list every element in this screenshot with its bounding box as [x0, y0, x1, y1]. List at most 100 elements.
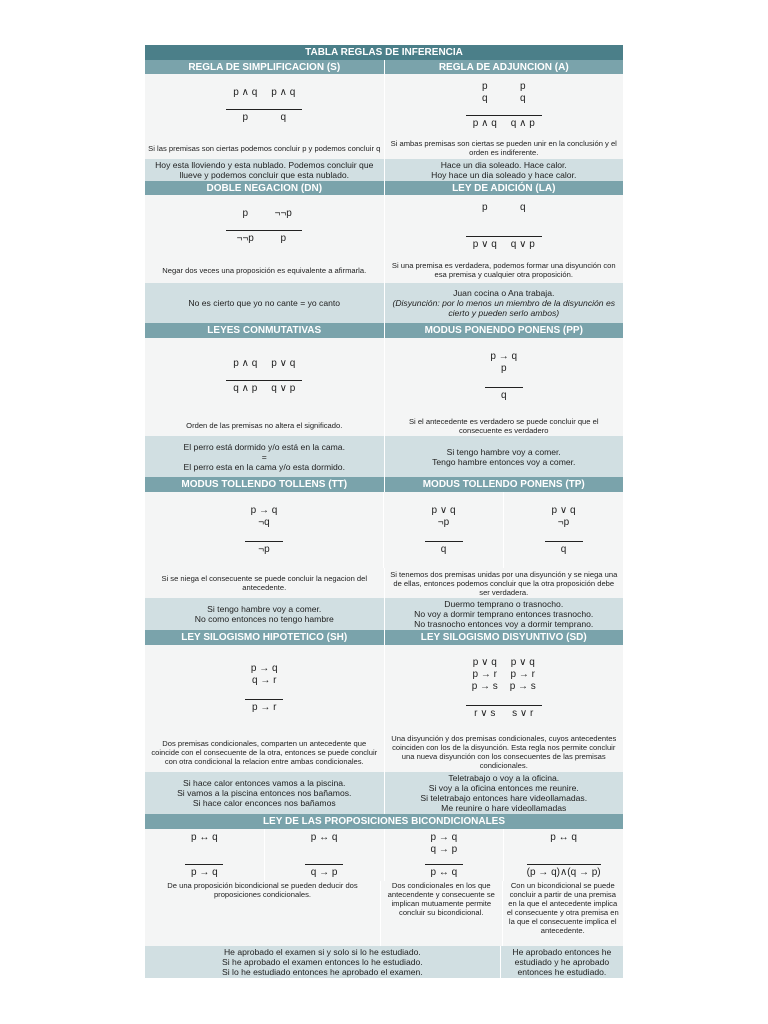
section-header-bi: LEY DE LAS PROPOSICIONES BICONDICIONALES [145, 814, 623, 829]
premise: p → s [509, 681, 536, 692]
example-line: Me reunire o hare videollamadas [441, 803, 567, 813]
conclusion: q ∧ p [503, 115, 542, 130]
inference-formula: p ∧ q q ∧ p [226, 358, 265, 395]
premise: p ∧ q [233, 87, 258, 98]
example-line: = [261, 451, 267, 462]
premise: p [481, 81, 488, 92]
formula-cell: p ↔ q p → q [145, 829, 264, 881]
section-title: REGLA DE ADJUNCION (A) [438, 61, 569, 73]
premise: p → s [471, 681, 498, 692]
example: Hace un dia soleado. Hace calor. Hoy hace… [383, 159, 623, 181]
section-title: MODUS PONENDO PONENS (PP) [424, 325, 583, 336]
conclusion: ¬p [245, 540, 283, 556]
inference-formula: p p ∨ q [465, 201, 504, 251]
conclusion: p → r [245, 699, 284, 714]
example-line: Si lo he estudiado entonces he aprobado … [222, 967, 423, 977]
premise: p → q [430, 831, 458, 843]
conclusion: p ∧ q [465, 115, 504, 130]
section-header-tp: MODUS TOLLENDO PONENS (TP) [383, 477, 623, 492]
conclusion: p [264, 229, 303, 245]
inference-formula: p ∧ q p [226, 87, 265, 124]
inference-formula: p ↔ q (p → q)∧(q → p) [526, 832, 601, 879]
formula-cell: p ¬¬p ¬¬p p [145, 195, 384, 257]
section-title: LEY DE ADICIÓN (LA) [452, 182, 556, 194]
inference-formula: p ∨ q ¬p q [544, 504, 583, 556]
inference-formula: p ∨ q ¬p q [424, 504, 463, 556]
description: Dos condicionales en los que antecendent… [387, 881, 495, 917]
premise: ¬p [557, 516, 570, 528]
example-line: He aprobado el examen si y solo si lo he… [223, 947, 421, 957]
description: Negar dos veces una proposición es equiv… [162, 265, 367, 275]
conclusion: q [264, 109, 303, 124]
premise: p ∨ q [551, 504, 576, 516]
premise: p ∧ q [271, 87, 296, 98]
description: Si las premisas son ciertas podemos conc… [148, 143, 381, 153]
example-line: Juan cocina o Ana trabaja. [453, 288, 555, 298]
conclusion: q [484, 387, 523, 402]
description: Con un bicondicional se puede concluir a… [501, 881, 623, 946]
formula-cell: p ∨ q ¬p q [503, 492, 623, 568]
example-line: Hace un dia soleado. Hace calor. [440, 160, 567, 170]
formula-cell: p ∧ q p p ∧ q q [145, 74, 384, 137]
example-line: Si teletrabajo entonces hare videollamad… [420, 793, 588, 803]
example-line: Si tengo hambre voy a comer. [446, 446, 561, 457]
description: Si las premisas son ciertas podemos conc… [145, 137, 384, 159]
example: Si tengo hambre voy a comer. Tengo hambre… [383, 436, 623, 477]
example-line: Tengo hambre entonces voy a comer. [432, 456, 576, 467]
example-line: He aprobado entonces he estudiado y he a… [512, 947, 612, 977]
conclusion: p ↔ q [424, 863, 463, 879]
description: Orden de las premisas no altera el signi… [145, 415, 384, 436]
description: Si el antecedente es verdadero se puede … [408, 416, 599, 435]
premise: q → r [252, 675, 277, 686]
formula-cell: p ∧ q q ∧ p p ∨ q q ∨ p [145, 338, 384, 415]
section-title: LEY DE LAS PROPOSICIONES BICONDICIONALES [262, 816, 506, 827]
example-line: El perro está dormido y/o está en la cam… [183, 441, 345, 452]
premise: p ∨ q [271, 358, 296, 369]
description: Si se niega el consecuente se puede conc… [145, 568, 384, 598]
description: Si tenemos dos premisas unidas por una d… [383, 568, 623, 598]
description: Dos premisas condicionales, comparten un… [151, 738, 378, 766]
section-title: LEYES CONMUTATIVAS [207, 325, 322, 336]
example: El perro está dormido y/o está en la cam… [145, 436, 384, 477]
example: Teletrabajo o voy a la oficina. Si voy a … [383, 772, 623, 814]
example: Duermo temprano o trasnocho. No voy a dor… [383, 598, 623, 630]
section-header-tt: MODUS TOLLENDO TOLLENS (TT) [145, 477, 384, 492]
premise: p [481, 201, 488, 213]
example-line: No como entonces no tengo hambre [194, 614, 334, 624]
conclusion: p [226, 109, 265, 124]
formula-cell: p p ∨ q q q ∨ p [383, 195, 623, 257]
description: Si se niega el consecuente se puede conc… [161, 574, 368, 592]
conclusion: q [544, 540, 583, 556]
formula-cell: p ∨ q ¬p q [383, 492, 503, 568]
example: Si tengo hambre voy a comer. No como ento… [145, 598, 384, 630]
example: He aprobado el examen si y solo si lo he… [145, 946, 500, 978]
inference-formula: p ∧ q q [264, 87, 303, 124]
example-line: Si hace calor enconces nos bañamos [192, 798, 336, 808]
premise: ¬q [258, 516, 270, 528]
conclusion: s ∨ r [503, 705, 542, 720]
section-header-dn: DOBLE NEGACION (DN) [145, 181, 384, 195]
example-line: Hoy esta lloviendo y esta nublado. Podem… [155, 160, 374, 180]
inference-formula: ¬¬p p [264, 208, 303, 245]
section-header-sh: LEY SILOGISMO HIPOTETICO (SH) [145, 630, 384, 645]
example-line: Duermo temprano o trasnocho. [444, 599, 564, 609]
formula-cell: p → q ¬q ¬p [145, 492, 383, 568]
example-line: No trasnocho entonces voy a dormir tempr… [414, 619, 594, 629]
example-note: (Disyunción: por lo menos un miembro de … [392, 298, 616, 318]
section-header-s: REGLA DE SIMPLIFICACION (S) [145, 60, 384, 74]
formula-cell: p ↔ q (p → q)∧(q → p) [503, 829, 623, 881]
example: Si hace calor entonces vamos a la piscin… [145, 772, 384, 814]
description: Una disyunción y dos premisas condiciona… [391, 734, 617, 770]
premise: p ∨ q [472, 657, 497, 668]
inference-formula: p ∨ q q ∨ p [264, 358, 303, 395]
premise: q [481, 93, 488, 104]
description: Dos condicionales en los que antecendent… [380, 881, 502, 946]
premise: p → q [250, 504, 278, 516]
premise: p ∨ q [431, 504, 456, 516]
example-line: Hoy hace un dia soleado y hace calor. [431, 170, 577, 180]
